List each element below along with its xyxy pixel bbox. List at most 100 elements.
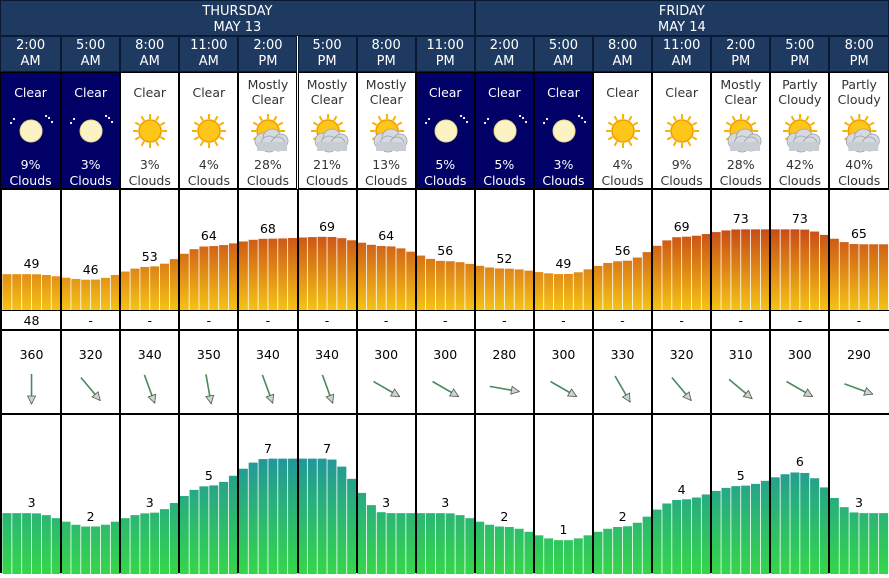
temperature-bar [662,240,672,311]
temperature-bar [691,235,701,311]
condition-label: Partly Cloudy [778,77,822,107]
temperature-bar [652,245,662,311]
dewpoint-value: - [265,313,271,328]
wind-speed-bar [573,538,583,574]
wind-speed-bar [12,513,22,574]
temperature-bar [445,261,455,311]
dewpoint-value: - [738,313,743,328]
period-time: 2:00 AM [489,38,519,69]
column-divider [414,189,417,573]
temperature-bar [357,242,367,311]
dewpoint-value: - [856,313,862,328]
wind-speed-bar [31,513,41,574]
condition-cell: Clear 9% Clouds [652,72,712,189]
wind-speed-bar [731,486,741,574]
wind-speed-label: 7 [323,440,332,456]
wind-speed-bar [475,521,485,574]
wind-direction-value: 300 [787,347,812,362]
wind-speed-label: 2 [500,508,509,524]
wind-speed-bar [691,497,701,574]
cloud-percent: 9% [20,157,41,172]
cloud-cover: 4% Clouds [594,157,651,189]
wind-speed-bar [869,513,879,574]
wind-speed-label: 4 [677,481,686,497]
moon-icon [62,109,119,153]
temperature-bar [800,229,810,311]
temperature-bar [435,260,445,311]
temperature-bar [110,274,120,311]
wind-speed-bar [622,526,632,574]
dewpoint-value: - [442,313,448,328]
cloud-label: Clouds [601,173,644,188]
wind-arrow-icon [238,369,297,413]
cloud-cover: 5% Clouds [476,157,533,189]
condition-label: Clear [606,84,639,100]
cloud-cover: 3% Clouds [62,157,119,189]
wind-speed-bar [189,489,199,574]
dewpoint-value: - [502,313,507,328]
wind-speed-bar [228,475,238,574]
temperature-bar [51,276,61,311]
wind-direction-value: 340 [315,347,339,362]
dewpoint-value: - [88,313,93,328]
temperature-label: 46 [82,261,99,277]
wind-speed-label: 6 [795,454,804,470]
temperature-bar [140,266,150,311]
wind-speed-label: 3 [27,495,36,511]
wind-speed-bar [839,507,849,574]
cloud-label: Clouds [660,173,703,188]
wind-speed-bar [327,459,337,574]
cloud-percent: 3% [553,157,574,172]
wind-speed-label: 3 [382,495,391,511]
day-header: THURSDAY MAY 13 [0,0,475,36]
wind-speed-bar [790,472,800,574]
temperature-bar [465,263,475,311]
condition-text: Mostly Clear [239,76,296,108]
temperature-bar [12,274,22,311]
temperature-bar [189,249,199,311]
temperature-bar [514,269,524,311]
wind-speed-bar [357,492,367,574]
period-time: 2:00 PM [253,38,283,69]
cloud-percent: 3% [80,157,101,172]
condition-label: Clear [665,84,698,100]
temperature-label: 53 [141,248,158,264]
wind-speed-bar [307,458,317,574]
cloud-label: Clouds [69,173,112,188]
temperature-bar [790,229,800,311]
temperature-bar [2,274,12,311]
wind-speed-bar [376,512,386,574]
time-header: 5:00 AM [533,36,593,72]
temperature: 49 46 53 64 68 69 64 56 52 49 56 69 73 73 65 [0,189,889,311]
condition-label: Clear [428,84,462,100]
temperature-bar [61,277,71,311]
wind-speed-bar [169,503,179,574]
wind-arrow-icon [829,369,888,413]
temperature-bar [583,269,593,311]
temperature-bar [228,243,238,311]
condition-text: Clear [180,76,237,108]
temperature-bar [91,279,101,311]
temperature-bar [810,231,820,311]
condition-cell: Clear 3% Clouds [61,72,121,189]
temperature-bar [288,237,298,311]
condition-label: Mostly Clear [365,77,407,107]
wind-direction-value: 280 [492,347,517,362]
wind-speed-bar [721,487,731,574]
wind-speed-label: 3 [854,495,863,511]
wind-speed-bar [701,494,711,574]
wind-speed-bar [406,513,416,574]
wind-speed-bar [268,458,278,574]
cloud-label: Clouds [719,173,762,188]
cloud-cover: 40% Clouds [830,157,888,189]
wind-speed-label: 3 [145,495,154,511]
condition-text: Clear [653,76,710,108]
wind-speed-bar [800,472,810,574]
wind-direction-value: 300 [551,347,576,362]
condition-cell: Partly Cloudy 42% Clouds [770,72,830,189]
column-divider [828,189,831,573]
wind-speed-bar [199,486,209,574]
cloud-label: Clouds [246,173,290,188]
temperature-label: 73 [732,211,749,227]
